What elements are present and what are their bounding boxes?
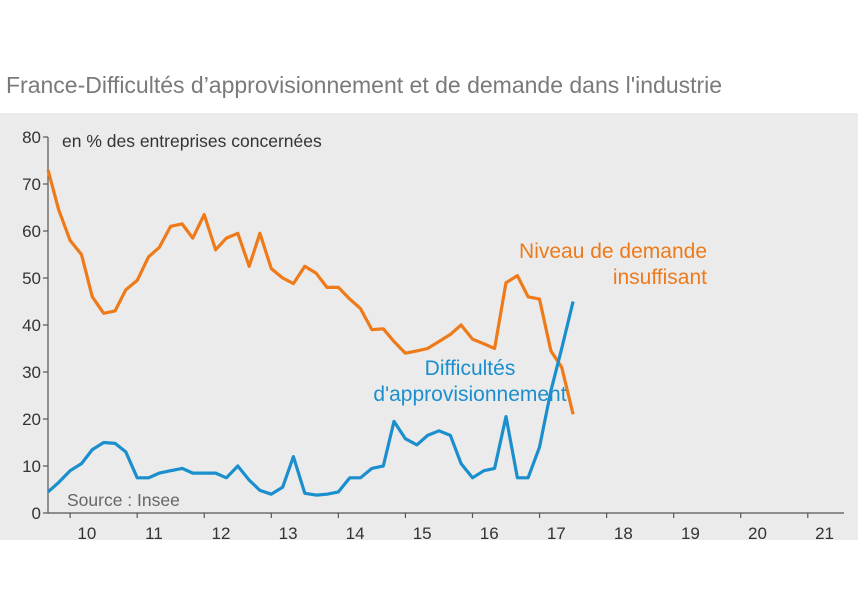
y-tick-label: 40	[22, 316, 41, 335]
x-tick-label: 12	[212, 524, 231, 543]
x-tick-label: 15	[413, 524, 432, 543]
series-lines	[46, 169, 575, 497]
plot-background	[0, 113, 858, 540]
unit-note: en % des entreprises concernées	[62, 131, 322, 151]
series-label-line: insuffisant	[613, 266, 707, 289]
x-tick-label: 10	[77, 524, 96, 543]
series-label-line: Niveau de demande	[519, 240, 707, 263]
x-tick-label: 21	[815, 524, 834, 543]
x-tick-label: 20	[748, 524, 767, 543]
source-note: Source : Insee	[67, 490, 180, 510]
x-axis: 10 11 12 13 14 15 16 17 18 19 20 21	[48, 512, 844, 543]
y-tick-label: 70	[22, 175, 41, 194]
y-tick-label: 20	[22, 410, 41, 429]
series-labels: Niveau de demande insuffisant Difficultés d…	[373, 240, 707, 406]
y-tick-label: 30	[22, 363, 41, 382]
y-tick-label: 0	[32, 504, 41, 523]
series-line-demande	[46, 169, 575, 415]
x-tick-label: 14	[346, 524, 365, 543]
chart-title: France-Difficultés d’approvisionnement e…	[6, 72, 723, 98]
y-tick-label: 60	[22, 222, 41, 241]
x-tick-label: 11	[145, 524, 163, 543]
x-tick-label: 17	[547, 524, 566, 543]
y-tick-label: 10	[22, 457, 41, 476]
x-tick-label: 16	[480, 524, 499, 543]
y-tick-label: 80	[22, 128, 41, 147]
y-tick-label: 50	[22, 269, 41, 288]
series-label-line: d'approvisionnement	[373, 383, 566, 406]
series-label-line: Difficultés	[425, 357, 516, 380]
series-line-approvisionnement	[46, 301, 575, 497]
y-axis: 0 10 20 30 40 50 60 70 80	[22, 128, 49, 523]
x-tick-label: 13	[279, 524, 298, 543]
x-tick-label: 18	[614, 524, 633, 543]
x-tick-label: 19	[681, 524, 700, 543]
